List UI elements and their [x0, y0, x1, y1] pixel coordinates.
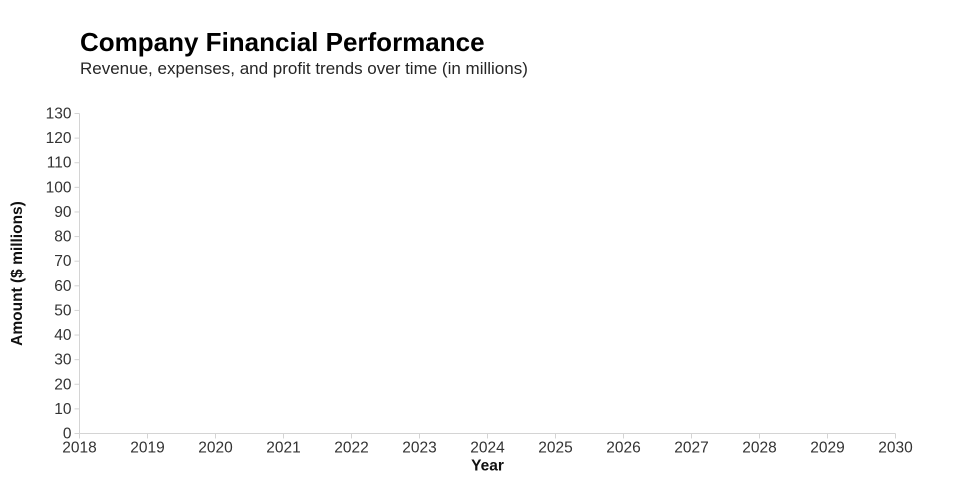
x-tick-label: 2028	[742, 440, 776, 457]
x-tick-label: 2025	[538, 440, 572, 457]
x-tick-label: 2022	[334, 440, 368, 457]
y-tick-label: 100	[46, 179, 72, 196]
y-tick-label: 80	[54, 229, 72, 246]
x-tick-label: 2024	[470, 440, 505, 457]
chart-subtitle: Revenue, expenses, and profit trends ove…	[80, 59, 528, 78]
x-tick-label: 2030	[878, 440, 913, 457]
x-tick-label: 2029	[810, 440, 844, 457]
y-tick-label: 130	[46, 106, 72, 123]
x-tick-label: 2020	[198, 440, 233, 457]
y-tick-label: 90	[54, 204, 72, 221]
x-tick-label: 2021	[266, 440, 300, 457]
y-tick-label: 10	[54, 401, 72, 418]
y-tick-label: 70	[54, 253, 72, 270]
y-tick-label: 0	[63, 426, 72, 443]
y-tick-label: 50	[54, 302, 72, 319]
x-tick-label: 2027	[674, 440, 708, 457]
y-tick-label: 110	[47, 155, 72, 172]
x-tick-label: 2018	[62, 440, 96, 457]
x-axis-title: Year	[471, 458, 504, 475]
y-tick-label: 60	[54, 278, 72, 295]
y-axis-title: Amount ($ millions)	[9, 201, 26, 346]
y-tick-label: 120	[46, 130, 72, 147]
chart-title: Company Financial Performance	[80, 27, 485, 57]
x-tick-label: 2023	[402, 440, 436, 457]
x-tick-label: 2019	[130, 440, 164, 457]
y-tick-label: 40	[54, 327, 72, 344]
y-tick-label: 20	[54, 376, 72, 393]
y-tick-label: 30	[54, 352, 72, 369]
x-tick-label: 2026	[606, 440, 640, 457]
